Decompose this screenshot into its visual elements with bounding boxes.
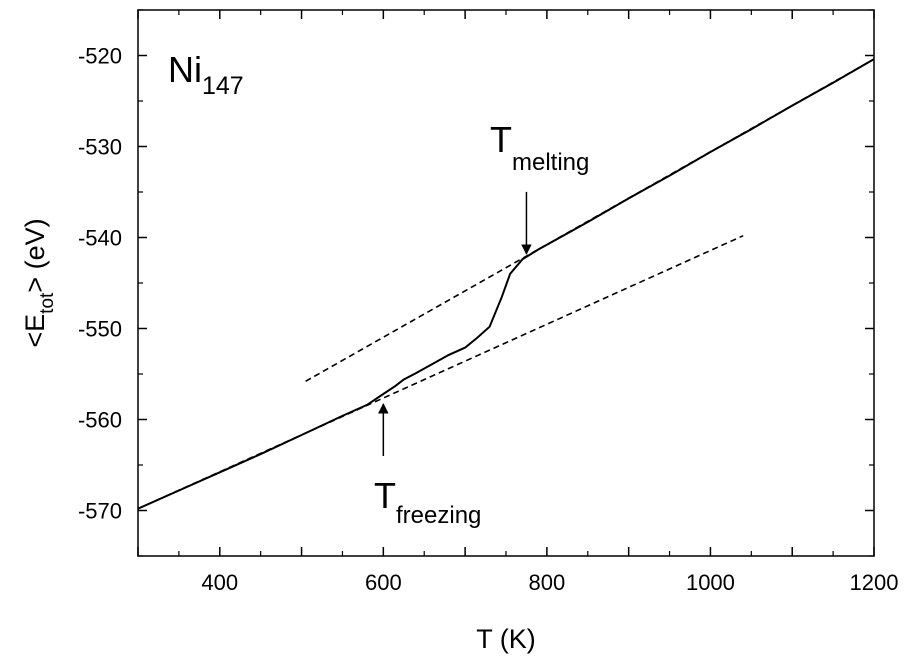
data-series (137, 58, 875, 510)
axis-ticks: 400 600 800 1000 1200 -570 -560 -550 -540 -530 -52… (78, 9, 899, 595)
freezing-label: Tfreezing (374, 475, 481, 529)
y-tick-label: -560 (78, 408, 122, 433)
x-axis-title: T (K) (476, 624, 536, 654)
x-tick-label: 400 (201, 570, 238, 595)
x-tick-label: 600 (365, 570, 402, 595)
fit-line-2 (137, 234, 744, 510)
fit-line-1 (305, 58, 875, 382)
x-tick-label: 1200 (850, 570, 899, 595)
y-tick-label: -520 (78, 44, 122, 69)
cluster-label: Ni147 (168, 49, 244, 100)
y-tick-label: -550 (78, 317, 122, 342)
y-tick-label: -540 (78, 226, 122, 251)
x-tick-label: 800 (529, 570, 566, 595)
y-tick-label: -530 (78, 135, 122, 160)
y-tick-label: -570 (78, 499, 122, 524)
annotations: Ni147 Tmelting Tfreezing (168, 49, 589, 529)
y-axis-title: <Etot> (eV) (20, 218, 58, 347)
melting-label: Tmelting (490, 119, 589, 176)
x-tick-label: 1000 (686, 570, 735, 595)
